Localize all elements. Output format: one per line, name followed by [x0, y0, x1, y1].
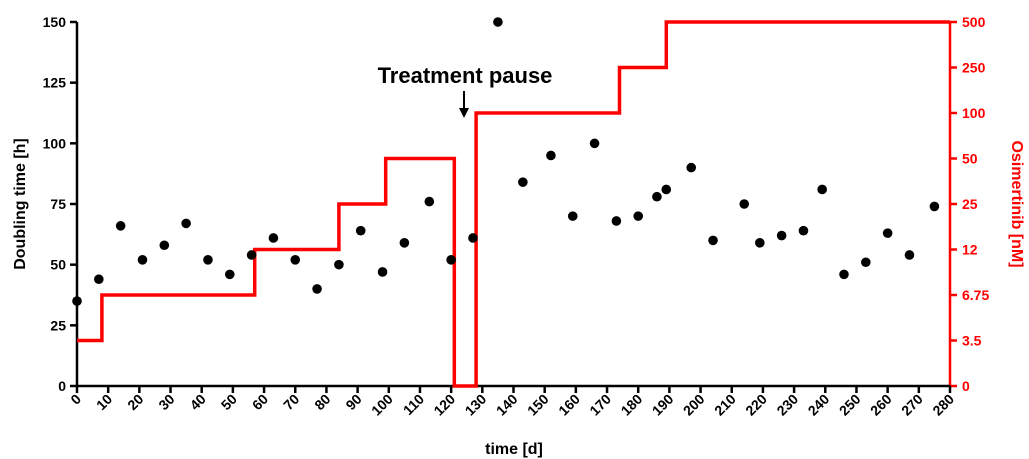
data-point	[159, 240, 170, 251]
x-tick-label: 130	[462, 391, 490, 419]
data-point	[377, 267, 388, 277]
x-tick-label: 240	[805, 391, 833, 419]
data-point	[755, 238, 765, 248]
x-tick-label: 270	[898, 391, 926, 419]
data-point	[589, 138, 600, 149]
y2-tick-label: 100	[962, 105, 986, 121]
x-tick-label: 200	[680, 391, 708, 419]
data-point	[739, 199, 750, 209]
y-tick-label: 150	[43, 14, 67, 30]
data-point	[468, 233, 478, 243]
y-tick-label: 100	[43, 135, 67, 151]
data-point	[611, 216, 622, 226]
dose-step-line	[77, 20, 950, 388]
data-point	[290, 255, 301, 265]
x-tick-label: 10	[93, 391, 115, 413]
data-point	[567, 211, 578, 221]
data-point	[633, 211, 644, 221]
data-point	[776, 230, 787, 241]
x-tick-label: 210	[711, 391, 739, 419]
data-point	[661, 184, 672, 195]
data-point	[94, 274, 104, 285]
x-tick-label: 30	[155, 391, 177, 413]
x-tick-label: 80	[311, 391, 333, 413]
data-point	[355, 225, 366, 236]
data-point	[268, 233, 279, 243]
data-point	[137, 255, 148, 265]
data-point	[817, 184, 827, 195]
x-tick-label: 160	[555, 391, 583, 419]
annotation-arrow-icon	[459, 91, 469, 118]
y2-tick-label: 0	[962, 378, 970, 394]
data-point	[246, 250, 257, 260]
x-tick-label: 70	[280, 391, 302, 413]
data-point	[399, 238, 410, 248]
data-point	[181, 218, 191, 229]
x-tick-label: 170	[586, 391, 614, 419]
x-tick-label: 180	[618, 391, 646, 419]
x-tick-label: 230	[773, 391, 801, 419]
y2-tick-label: 12	[962, 242, 978, 258]
x-axis-label: time [d]	[485, 441, 543, 458]
data-points	[72, 17, 940, 306]
x-tick-label: 190	[649, 391, 677, 419]
data-point	[904, 250, 915, 260]
data-point	[861, 257, 871, 268]
data-point	[115, 221, 126, 231]
annotation-text: Treatment pause	[378, 63, 553, 88]
data-point	[929, 201, 940, 212]
y-tick-label: 25	[50, 317, 66, 333]
data-point	[708, 235, 718, 246]
y-tick-label: 50	[50, 257, 66, 273]
x-tick-label: 40	[187, 391, 209, 413]
x-tick-label: 280	[929, 391, 957, 419]
x-tick-label: 220	[742, 391, 770, 419]
left-axis: 0 25 50 75 100 125 150	[43, 14, 79, 394]
bottom-axis: 0 10 20 30 40 50 60 70 80 90 100 110 120 130 140 150 160…	[67, 384, 957, 419]
data-point	[546, 150, 556, 161]
right-axis: 0 3.5 6.75 12 25 50 100 250 500	[948, 14, 989, 394]
data-point	[882, 228, 893, 238]
x-tick-label: 20	[124, 391, 146, 413]
y-axis-label: Doubling time [h]	[12, 138, 29, 270]
y2-tick-label: 500	[962, 14, 986, 30]
x-tick-label: 50	[218, 391, 240, 413]
data-point	[839, 269, 849, 280]
x-tick-label: 120	[430, 391, 458, 419]
x-tick-label: 250	[836, 391, 864, 419]
data-point	[446, 255, 456, 265]
data-point	[652, 191, 662, 202]
x-tick-label: 100	[368, 391, 396, 419]
x-tick-label: 110	[400, 391, 427, 418]
x-tick-label: 0	[67, 391, 84, 408]
x-tick-label: 60	[249, 391, 271, 413]
data-point	[334, 259, 344, 270]
y2-tick-label: 50	[962, 151, 978, 167]
data-point	[686, 162, 697, 173]
data-point	[424, 196, 435, 207]
y2-tick-label: 25	[962, 196, 978, 212]
data-point	[224, 269, 235, 280]
y-tick-label: 0	[58, 378, 66, 394]
data-point	[493, 17, 503, 27]
x-tick-label: 140	[493, 391, 521, 419]
y2-axis-label: Osimertinib [nM]	[1008, 140, 1025, 267]
y2-tick-label: 6.75	[962, 287, 989, 303]
x-tick-label: 150	[524, 391, 552, 419]
y2-tick-label: 250	[962, 60, 986, 76]
data-point	[518, 177, 528, 187]
data-point	[312, 284, 322, 294]
y-tick-label: 125	[43, 75, 67, 91]
x-tick-label: 90	[342, 391, 364, 413]
data-point	[203, 255, 213, 265]
data-point	[798, 225, 809, 236]
x-tick-label: 260	[867, 391, 895, 419]
y-tick-label: 75	[50, 196, 66, 212]
data-point	[72, 296, 82, 306]
y2-tick-label: 3.5	[962, 333, 982, 349]
